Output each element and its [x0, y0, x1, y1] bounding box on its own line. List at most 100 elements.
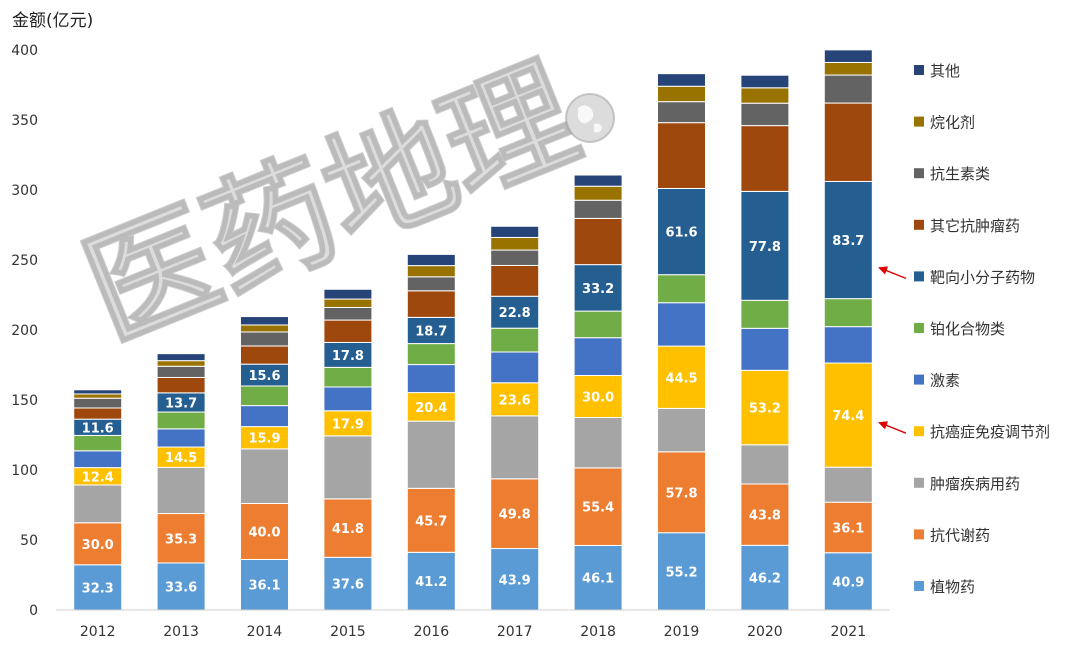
data-label: 53.2 — [749, 402, 781, 417]
arrow-head — [878, 266, 888, 275]
data-label: 43.9 — [499, 573, 531, 588]
bar-segment — [490, 236, 540, 251]
data-label: 33.2 — [582, 282, 614, 297]
bar-segment — [657, 85, 706, 103]
bar-segment — [406, 420, 456, 489]
bar-segment — [406, 364, 456, 394]
bar-segment — [156, 466, 206, 515]
bar-segment — [823, 326, 873, 364]
globe-icon — [565, 93, 615, 143]
legend: 其他烷化剂抗生素类其它抗肿瘤药靶向小分子药物铂化合物类激素抗癌症免疫调节剂肿瘤疾… — [914, 62, 1050, 596]
bar-segment — [240, 558, 289, 611]
data-label: 35.3 — [165, 532, 197, 547]
data-label: 37.6 — [332, 578, 364, 593]
legend-item: 其它抗肿瘤药 — [914, 217, 1020, 235]
x-tick-label: 2019 — [664, 624, 700, 640]
x-tick-label: 2015 — [330, 624, 366, 640]
bar-segment — [490, 249, 540, 266]
bar-stack: 55.2 57.8 44.5 61.6 — [657, 73, 706, 611]
bar-segment — [657, 532, 706, 611]
bar-segment — [73, 434, 123, 452]
bar-segment — [573, 174, 623, 187]
legend-item: 抗代谢药 — [914, 526, 990, 544]
data-label: 41.8 — [332, 522, 364, 537]
arrow-line — [885, 269, 907, 280]
bar-segment — [657, 101, 706, 124]
bar-segment — [73, 397, 123, 409]
data-label: 57.8 — [665, 486, 697, 501]
bar-segment — [323, 435, 373, 500]
x-tick-label: 2020 — [747, 624, 783, 640]
legend-swatch — [914, 581, 924, 591]
legend-label: 肿瘤疾病用药 — [930, 475, 1020, 493]
bar-segment — [657, 407, 706, 453]
bar-segment — [823, 298, 873, 328]
bar-segment — [323, 288, 373, 300]
bar-segment — [156, 428, 206, 448]
bar-segment — [406, 276, 456, 292]
bar-segment — [406, 392, 456, 422]
bar-segment — [573, 467, 623, 546]
data-label: 74.4 — [832, 409, 864, 424]
data-label: 17.9 — [332, 417, 364, 432]
data-label: 30.0 — [82, 538, 114, 553]
x-tick-label: 2021 — [830, 624, 866, 640]
bar-segment — [156, 411, 206, 430]
bar-segment — [156, 353, 206, 362]
bar-segment — [490, 264, 540, 297]
bar-segment — [240, 316, 289, 326]
bar-segment — [823, 180, 873, 300]
data-label: 40.9 — [832, 575, 864, 590]
bar-segment — [323, 366, 373, 388]
legend-swatch — [914, 65, 924, 75]
data-label: 55.4 — [582, 501, 614, 516]
bar-segment — [740, 299, 790, 329]
bar-stack: 43.9 49.8 23.6 22.8 — [490, 225, 540, 611]
data-label: 46.1 — [582, 572, 614, 587]
bar-segment — [490, 225, 540, 238]
x-tick-label: 2012 — [80, 624, 116, 640]
bar-segment — [323, 319, 373, 343]
bar-segment — [240, 345, 289, 365]
bar-segment — [323, 386, 373, 412]
bar-segment — [156, 365, 206, 378]
bar-segment — [823, 49, 873, 63]
legend-swatch — [914, 116, 924, 127]
bar-segment — [740, 544, 790, 611]
bar-stack: 37.6 41.8 17.9 17.8 — [323, 288, 373, 611]
bar-segment — [73, 522, 123, 566]
data-label: 55.2 — [665, 565, 697, 580]
bar-segment — [406, 253, 456, 267]
annotation-arrow — [878, 421, 907, 434]
data-label: 41.2 — [415, 575, 447, 590]
bar-segment — [740, 444, 790, 485]
data-label: 40.0 — [248, 525, 280, 540]
legend-swatch — [914, 477, 924, 488]
bar-segment — [406, 265, 456, 278]
bar-segment — [156, 562, 206, 611]
legend-swatch — [914, 168, 924, 179]
x-tick-label: 2017 — [497, 624, 533, 640]
bar-segment — [490, 295, 540, 329]
bar-segment — [740, 125, 790, 192]
bar-segment — [323, 410, 373, 437]
legend-item: 抗生素类 — [914, 165, 990, 183]
bar-segment — [240, 448, 289, 504]
bar-segment — [823, 466, 873, 503]
bars: 32.3 30.0 12.4 11.6 33.6 35.3 14.5 13.7 36.1 40.0… — [73, 49, 873, 611]
data-label: 43.8 — [749, 509, 781, 524]
bar-segment — [156, 513, 206, 564]
bar-segment — [406, 343, 456, 366]
data-label: 18.7 — [415, 324, 447, 339]
legend-item: 靶向小分子药物 — [914, 268, 1035, 286]
x-tick-label: 2013 — [163, 624, 199, 640]
data-label: 83.7 — [832, 234, 864, 249]
bar-segment — [740, 327, 790, 371]
bar-segment — [156, 360, 206, 367]
legend-label: 抗癌症免疫调节剂 — [930, 423, 1050, 441]
data-label: 15.6 — [248, 369, 280, 384]
data-label: 49.8 — [499, 508, 531, 523]
data-label: 61.6 — [665, 226, 697, 241]
bar-segment — [240, 385, 289, 407]
bar-segment — [240, 324, 289, 333]
